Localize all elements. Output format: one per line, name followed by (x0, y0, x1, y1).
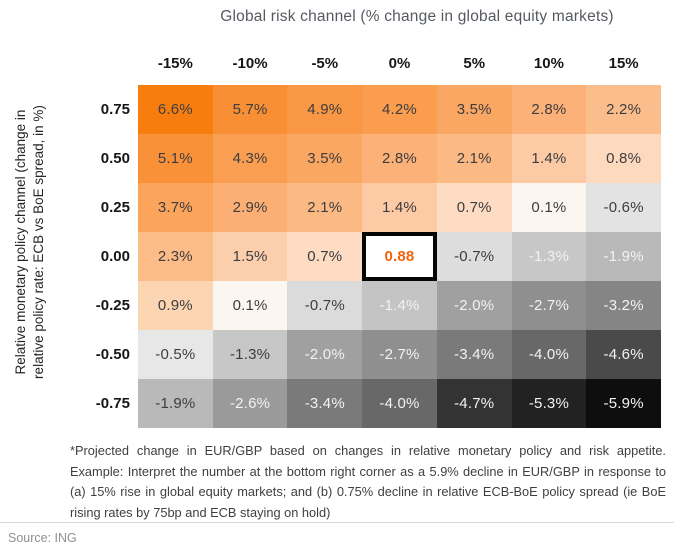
highlighted-cell: 0.88 (362, 232, 437, 281)
row-label: 0.25 (100, 199, 130, 216)
heatmap-cell: -2.7% (362, 330, 437, 379)
divider (0, 522, 674, 523)
heatmap-cell: 0.1% (212, 281, 288, 330)
heatmap-cell: 1.4% (511, 134, 587, 183)
footnote: *Projected change in EUR/GBP based on ch… (70, 443, 666, 520)
heatmap-cell: 5.1% (138, 134, 213, 183)
row-label: 0.75 (100, 101, 130, 118)
heatmap-cell: 2.1% (287, 183, 363, 232)
heatmap-cell: -0.5% (138, 330, 213, 379)
heatmap-cell: -1.9% (138, 379, 213, 428)
heatmap-cell: 3.5% (436, 85, 512, 134)
row-label: -0.25 (95, 297, 130, 314)
heatmap-cell: -1.3% (212, 330, 288, 379)
heatmap-cell: 0.9% (138, 281, 213, 330)
heatmap-cell: -3.4% (436, 330, 512, 379)
column-header: -5% (311, 55, 339, 72)
heatmap-cell: -3.4% (287, 379, 363, 428)
heatmap-cell: 3.7% (138, 183, 213, 232)
heatmap-cell: -4.6% (586, 330, 661, 379)
heatmap-cell: -0.7% (436, 232, 512, 281)
row-labels: 0.75 0.50 0.25 0.00 -0.25 -0.50 -0.75 (50, 85, 130, 428)
heatmap-cell: 0.8% (586, 134, 661, 183)
column-header: -15% (157, 55, 193, 72)
heatmap-cell: 2.1% (436, 134, 512, 183)
chart-title: Global risk channel (% change in global … (220, 8, 614, 25)
heatmap-cell: 4.9% (287, 85, 363, 134)
heatmap-cell: 3.5% (287, 134, 363, 183)
heatmap-cell: -2.0% (436, 281, 512, 330)
heatmap-cell: 0.7% (436, 183, 512, 232)
heatmap-cell: -4.0% (362, 379, 437, 428)
heatmap-cell: -2.7% (511, 281, 587, 330)
heatmap-cell: 1.5% (212, 232, 288, 281)
column-header: 5% (463, 55, 486, 72)
heatmap-cell: -0.7% (287, 281, 363, 330)
heatmap-cell: -1.3% (511, 232, 587, 281)
heatmap-cell: -4.0% (511, 330, 587, 379)
heatmap-cell: 5.7% (212, 85, 288, 134)
column-header: 0% (388, 55, 411, 72)
heatmap-cell: -5.9% (586, 379, 661, 428)
column-headers: -15% -10% -5% 0% 5% 10% 15% (138, 52, 661, 76)
heatmap-cell: 2.2% (586, 85, 661, 134)
heatmap-cell: 2.3% (138, 232, 213, 281)
row-label: 0.00 (100, 248, 130, 265)
column-header: 15% (608, 55, 639, 72)
heatmap-cell: 2.8% (362, 134, 437, 183)
heatmap-cell: 2.8% (511, 85, 587, 134)
heatmap-cell: -0.6% (586, 183, 661, 232)
heatmap-cell: -2.0% (287, 330, 363, 379)
row-label: -0.75 (95, 395, 130, 412)
y-axis-label-line2: relative policy rate: ECB vs BoE spread,… (31, 105, 46, 379)
heatmap-cell: -5.3% (511, 379, 587, 428)
heatmap-cell: 4.2% (362, 85, 437, 134)
heatmap-cell: 1.4% (362, 183, 437, 232)
heatmap-cell: -1.4% (362, 281, 437, 330)
heatmap-cell: -3.2% (586, 281, 661, 330)
y-axis-label-line1: Relative monetary policy channel (change… (13, 109, 28, 375)
heatmap-cell: 2.9% (212, 183, 288, 232)
heatmap-cell: -1.9% (586, 232, 661, 281)
heatmap-cell: 4.3% (212, 134, 288, 183)
row-label: -0.50 (95, 346, 130, 363)
heatmap-cell: 0.7% (287, 232, 363, 281)
column-header: -10% (232, 55, 268, 72)
heatmap-grid: 6.6% 5.7% 4.9% 4.2% 3.5% 2.8% 2.2% 5.1% 4.3% 3.5%… (138, 85, 661, 428)
row-label: 0.50 (100, 150, 130, 167)
heatmap-cell: -4.7% (436, 379, 512, 428)
column-header: 10% (533, 55, 564, 72)
heatmap-cell: 0.1% (511, 183, 587, 232)
heatmap-cell: -2.6% (212, 379, 288, 428)
heatmap-cell: 6.6% (138, 85, 213, 134)
source-label: Source: ING (8, 531, 77, 545)
y-axis-label: Relative monetary policy channel (change… (12, 63, 48, 421)
